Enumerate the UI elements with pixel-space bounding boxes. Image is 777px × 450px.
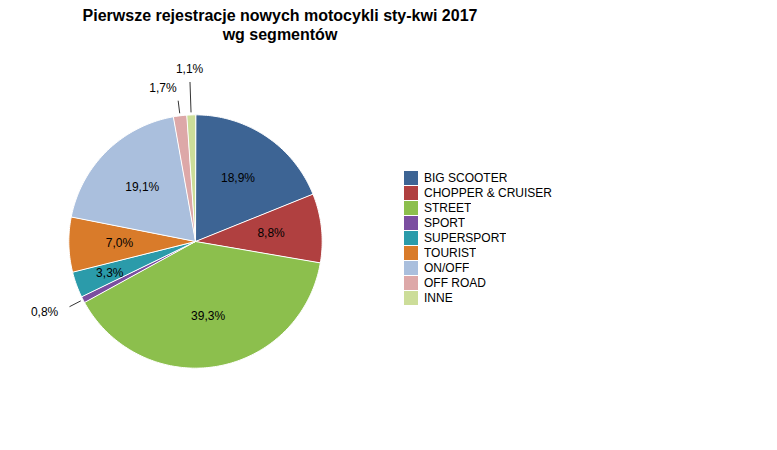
svg-text:19,1%: 19,1% [125, 180, 159, 194]
html-text:ON/OFF: ON/OFF [424, 260, 470, 275]
svg-text:1,7%: 1,7% [149, 81, 177, 95]
html-text:TOURIST: TOURIST [424, 245, 477, 260]
svg-text:8,8%: 8,8% [257, 227, 285, 241]
html-text:OFF ROAD: OFF ROAD [424, 275, 486, 290]
svg-text:18,9%: 18,9% [221, 172, 255, 186]
svg-text:39,3%: 39,3% [191, 310, 225, 324]
svg-text:1,1%: 1,1% [176, 63, 204, 77]
html-text:INNE: INNE [424, 290, 453, 305]
html-text:SUPERSPORT: SUPERSPORT [424, 230, 507, 245]
html-text:BIG SCOOTER: BIG SCOOTER [424, 170, 508, 185]
html-text:STREET: STREET [424, 200, 472, 215]
html-text:CHOPPER & CRUISER: CHOPPER & CRUISER [424, 185, 552, 200]
html-text:SPORT: SPORT [424, 215, 466, 230]
svg-text:0,8%: 0,8% [31, 306, 59, 320]
svg-text:7,0%: 7,0% [106, 237, 134, 251]
html-text:Pierwsze rejestracje nowych mo: Pierwsze rejestracje nowych motocykli st… [82, 7, 478, 44]
svg-text:3,3%: 3,3% [96, 266, 124, 280]
